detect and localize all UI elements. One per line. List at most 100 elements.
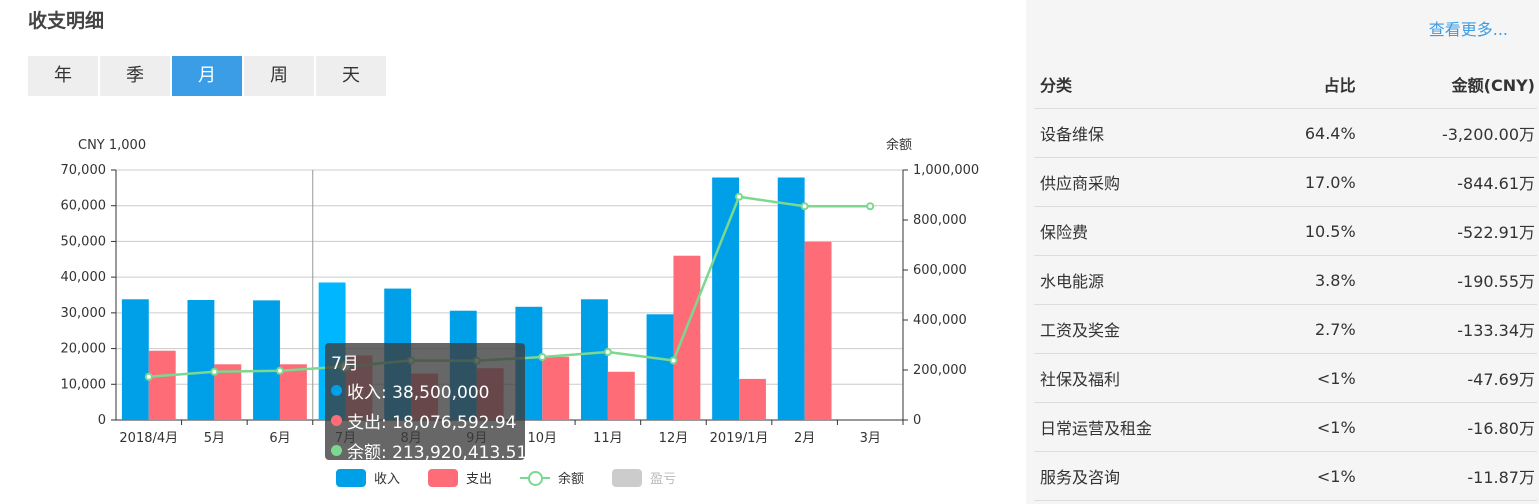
balance-point — [603, 348, 612, 356]
row-share: <1% — [1257, 451, 1357, 501]
tooltip-title: 7月 — [331, 354, 359, 374]
x-axis-tick-label: 10月 — [528, 431, 558, 446]
table-row[interactable]: 服务及咨询 <1% -11.87万 — [1034, 451, 1537, 501]
x-axis-tick-label: 2018/4月 — [119, 431, 178, 446]
legend-income-label: 收入 — [374, 472, 401, 487]
left-axis-tick-label: 60,000 — [61, 199, 107, 214]
right-axis-tick-label: 600,000 — [913, 263, 967, 278]
table-row[interactable]: 社保及福利 <1% -47.69万 — [1034, 353, 1537, 403]
category-table: 分类 占比 金额(CNY) 设备维保 64.4% -3,200.00万 供应商采… — [1034, 60, 1537, 501]
expense-bar — [148, 350, 176, 420]
expense-bar — [739, 378, 766, 420]
expense-bar — [607, 371, 635, 420]
legend-balance-label: 余额 — [558, 472, 585, 487]
row-amount: -522.91万 — [1356, 206, 1537, 256]
header-category: 分类 — [1034, 60, 1258, 109]
category-sidebar: 查看更多... 分类 占比 金额(CNY) 设备维保 64.4% -3,200.… — [1026, 0, 1539, 504]
tooltip-balance-text: 余额: 213,920,413.51 — [347, 443, 528, 463]
balance-point — [538, 353, 547, 361]
row-share: 64.4% — [1257, 108, 1357, 158]
row-category: 供应商采购 — [1034, 157, 1258, 207]
period-tabs: 年 季 月 周 天 — [28, 56, 388, 96]
row-category: 工资及奖金 — [1034, 304, 1258, 354]
left-axis-tick-label: 10,000 — [61, 377, 107, 392]
row-share: 10.5% — [1257, 206, 1357, 256]
table-row[interactable]: 日常运营及租金 <1% -16.80万 — [1034, 402, 1537, 452]
table-row[interactable]: 供应商采购 17.0% -844.61万 — [1034, 157, 1537, 207]
tab-year[interactable]: 年 — [28, 56, 98, 96]
income-expense-panel: 收支明细 年 季 月 周 天 CNY 1,000 余额 0 10,000 20,00… — [28, 10, 980, 487]
header-share: 占比 — [1257, 60, 1357, 109]
right-axis-tick-label: 800,000 — [913, 213, 967, 228]
legend-income[interactable]: 收入 — [336, 468, 400, 487]
balance-point — [800, 202, 809, 211]
expense-bar — [673, 255, 701, 420]
row-amount: -190.55万 — [1356, 255, 1537, 305]
row-amount: -3,200.00万 — [1356, 108, 1537, 158]
right-axis-label: 余额 — [886, 137, 912, 153]
balance-point — [210, 367, 219, 376]
balance-point — [735, 192, 744, 201]
balance-point — [866, 202, 875, 211]
income-bar — [121, 299, 149, 420]
chart-legend: 收入 支出 余额 盈亏 — [336, 468, 704, 487]
x-axis-tick-label: 3月 — [860, 431, 881, 446]
legend-profit-loss-label: 盈亏 — [650, 472, 677, 487]
tab-week[interactable]: 周 — [244, 56, 314, 96]
x-axis-tick-label: 5月 — [204, 431, 225, 446]
income-bar — [187, 300, 215, 420]
tab-quarter[interactable]: 季 — [100, 56, 170, 96]
row-share: <1% — [1257, 402, 1357, 452]
legend-balance[interactable]: 余额 — [520, 468, 584, 487]
x-axis-tick-label: 11月 — [593, 431, 623, 446]
expense-bar — [542, 356, 570, 420]
tooltip-expense-text: 支出: 18,076,592.94 — [347, 413, 517, 433]
tooltip-row-income: 收入: 38,500,000 — [331, 378, 519, 403]
row-category: 设备维保 — [1034, 108, 1258, 158]
view-more-link[interactable]: 查看更多... — [1428, 20, 1508, 39]
left-axis-tick-label: 40,000 — [61, 270, 107, 285]
legend-expense-label: 支出 — [466, 472, 493, 487]
left-axis-tick-label: 30,000 — [61, 306, 107, 321]
legend-profit-loss[interactable]: 盈亏 — [612, 468, 676, 487]
row-amount: -16.80万 — [1356, 402, 1537, 452]
income-bar — [777, 177, 805, 420]
tooltip-row-expense: 支出: 18,076,592.94 — [331, 408, 519, 433]
panel-title: 收支明细 — [28, 10, 105, 32]
tab-day[interactable]: 天 — [316, 56, 386, 96]
tab-month[interactable]: 月 — [172, 56, 242, 96]
table-row[interactable]: 保险费 10.5% -522.91万 — [1034, 206, 1537, 256]
table-row[interactable]: 设备维保 64.4% -3,200.00万 — [1034, 108, 1537, 158]
legend-expense[interactable]: 支出 — [428, 468, 492, 487]
income-bar — [646, 314, 674, 420]
row-category: 社保及福利 — [1034, 353, 1258, 403]
tooltip-expense-dot — [331, 415, 342, 426]
income-bar — [712, 177, 740, 420]
expense-bar — [279, 364, 307, 420]
table-row[interactable]: 工资及奖金 2.7% -133.34万 — [1034, 304, 1537, 354]
left-axis-tick-label: 70,000 — [61, 163, 107, 178]
legend-balance-swatch — [520, 469, 551, 487]
right-axis-tick-label: 400,000 — [913, 313, 967, 328]
legend-profit-loss-swatch — [612, 468, 643, 487]
tooltip-balance-dot — [331, 445, 342, 456]
left-axis-tick-label: 50,000 — [61, 234, 107, 249]
x-axis-tick-label: 2月 — [794, 431, 815, 446]
x-axis-tick-label: 12月 — [659, 431, 689, 446]
balance-point — [669, 356, 678, 365]
header-amount: 金额(CNY) — [1356, 60, 1537, 109]
table-row[interactable]: 水电能源 3.8% -190.55万 — [1034, 255, 1537, 305]
x-axis-tick-label: 6月 — [269, 431, 290, 446]
row-amount: -47.69万 — [1356, 353, 1537, 403]
x-axis-tick-label: 2019/1月 — [710, 431, 769, 446]
row-amount: -11.87万 — [1356, 451, 1537, 501]
income-bar — [253, 300, 280, 420]
row-category: 水电能源 — [1034, 255, 1258, 305]
tooltip-income-text: 收入: 38,500,000 — [347, 383, 490, 403]
row-share: 2.7% — [1257, 304, 1357, 354]
balance-point — [144, 372, 153, 381]
row-category: 保险费 — [1034, 206, 1258, 256]
row-amount: -844.61万 — [1356, 157, 1537, 207]
right-axis-tick-label: 0 — [913, 413, 921, 428]
balance-point — [275, 366, 284, 375]
